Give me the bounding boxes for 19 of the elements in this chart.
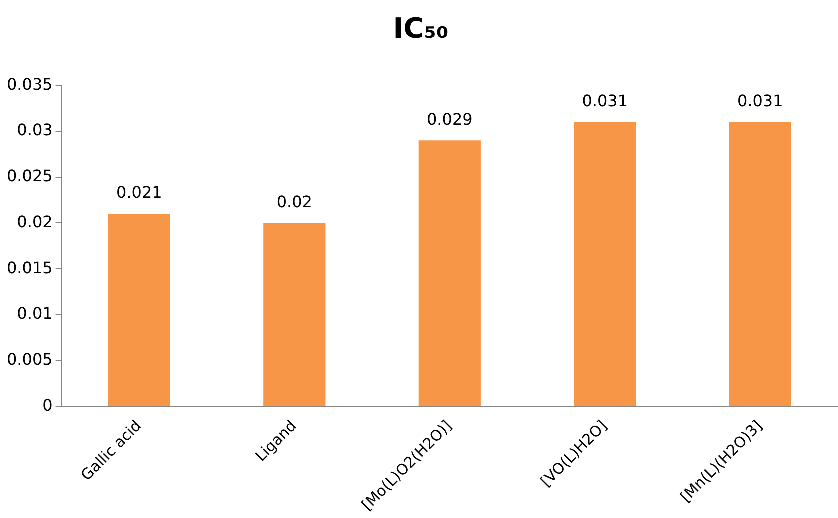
y-tick-label: 0.025 [6, 166, 53, 186]
data-label: 0.02 [276, 192, 312, 212]
data-label: 0.031 [737, 91, 784, 110]
y-tick-label: 0.015 [6, 258, 53, 278]
data-label: 0.029 [426, 110, 473, 129]
y-tick-label: 0.005 [6, 350, 53, 370]
bar [574, 122, 636, 406]
bar [729, 122, 792, 406]
y-tick-label: 0.02 [17, 212, 53, 232]
y-tick-label: 0.03 [17, 120, 53, 140]
data-label: 0.021 [116, 183, 162, 202]
data-label: 0.031 [582, 91, 628, 110]
y-tick-label: 0 [42, 396, 53, 415]
chart-title: IC₅₀ [393, 12, 449, 46]
bar [108, 214, 170, 406]
y-tick-label: 0.035 [6, 74, 53, 94]
bar [264, 223, 326, 406]
y-tick-label: 0.01 [17, 304, 53, 324]
bar [418, 140, 481, 406]
